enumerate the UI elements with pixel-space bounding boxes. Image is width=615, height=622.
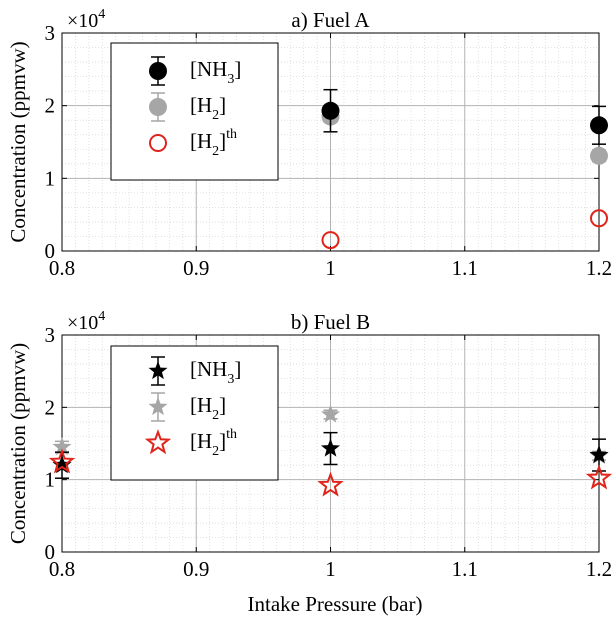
x-tick-label: 0.8 [49,256,75,280]
legend-label-main: [H [190,429,212,453]
y-tick-label: 2 [45,94,56,118]
legend-label-h2: [H2] [190,393,226,423]
x-tick-label: 1 [325,557,336,581]
x-tick-label: 1.2 [586,256,612,280]
y-tick-label: 3 [45,323,56,347]
data-point-h2th [321,231,340,250]
y-tick-label: 3 [45,21,56,45]
legend-label-h2: [H2] [190,93,226,123]
legend-marker-h2 [148,397,168,416]
legend-label-end: ] [234,57,241,81]
legend-label-nh3: [NH3] [190,357,241,387]
axis-multiplier: ×104 [67,7,105,32]
legend: [NH3][H2][H2]th [110,345,279,481]
legend-label-end: ] [234,357,241,381]
legend-label-subscript: 2 [212,108,219,123]
legend-label-superscript: th [226,127,237,142]
data-point-h2 [590,146,608,165]
y-tick-label: 0 [45,540,56,564]
data-point-nh3 [590,116,608,135]
x-tick-label: 0.9 [183,256,209,280]
legend-label-subscript: 3 [227,72,234,87]
legend-box [110,42,279,181]
data-point-nh3 [52,455,72,474]
axis-multiplier: ×104 [67,309,105,334]
data-point-nh3 [320,438,341,457]
x-tick-label: 0.8 [49,557,75,581]
chart-panel-a: 0.8 0.9 1 1.1 1.2 0 1 2 3 a) Fuel A ×104 Concentrat… [6,7,612,280]
data-point-h2 [52,437,72,456]
x-tick-label: 0.9 [183,557,209,581]
y-axis-label: Concentration (ppmvw) [6,41,30,242]
data-point-h2 [320,404,341,423]
legend-label-superscript: th [226,427,237,442]
legend-label-subscript: 2 [212,408,219,423]
x-tick-label: 1.1 [452,557,478,581]
legend-label-subscript: 3 [227,372,234,387]
legend-marker-h2th [144,429,172,455]
x-tick-label: 1.2 [586,557,612,581]
legend-label-main: [NH [190,357,227,381]
data-point-h2th [590,209,608,228]
data-point-nh3 [589,445,609,464]
y-tick-label: 0 [45,239,56,263]
axis-multiplier-exponent: 4 [98,7,105,22]
legend-label-main: [NH [190,57,227,81]
x-tick-label: 1 [325,256,336,280]
legend-label-h2th: [H2]th [190,127,237,159]
legend-label-main: [H [190,129,212,153]
legend-label-end: ] [219,93,226,117]
legend-label-end: ] [219,129,226,153]
data-point-h2th [48,448,76,474]
legend-marker-nh3 [148,361,168,380]
chart-panel-b: 0.8 0.9 1 1.1 1.2 0 1 2 3 b) Fuel B ×104 Concentrat… [6,309,613,581]
y-tick-label: 2 [45,395,56,419]
data-point-h2th [317,471,344,497]
legend-label-h2th: [H2]th [190,427,237,459]
legend-label-nh3: [NH3] [190,57,241,87]
y-tick-label: 1 [45,468,56,492]
chart-title: a) Fuel A [291,8,370,32]
y-tick-label: 1 [45,166,56,190]
legend-label-end: ] [219,429,226,453]
legend-label-end: ] [219,393,226,417]
legend-marker-nh3 [149,62,167,80]
legend-marker-h2th [149,134,167,152]
legend: [NH3][H2][H2]th [110,42,279,181]
legend-marker-h2 [149,98,167,116]
chart-title: b) Fuel B [291,310,370,334]
legend-label-subscript: 2 [212,144,219,159]
legend-label-subscript: 2 [212,444,219,459]
x-axis-label: Intake Pressure (bar) [248,592,423,616]
x-tick-label: 1.1 [452,256,478,280]
legend-label-main: [H [190,93,212,117]
axis-multiplier-exponent: 4 [98,309,105,324]
data-point-h2th [585,464,613,490]
legend-label-main: [H [190,393,212,417]
y-axis-label: Concentration (ppmvw) [6,343,30,544]
legend-box [110,345,279,481]
data-point-nh3 [321,101,340,120]
